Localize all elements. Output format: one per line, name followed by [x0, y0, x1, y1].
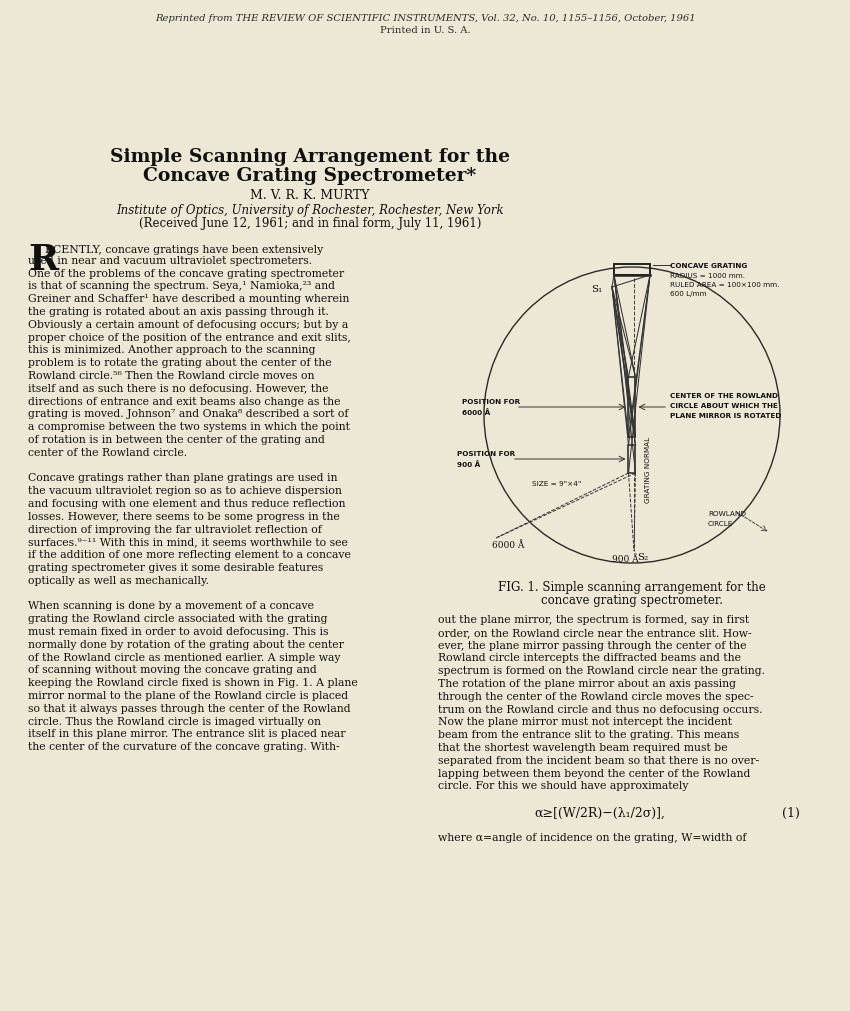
Text: optically as well as mechanically.: optically as well as mechanically.: [28, 576, 209, 585]
Text: the grating is rotated about an axis passing through it.: the grating is rotated about an axis pas…: [28, 307, 329, 317]
Text: 6000 Å: 6000 Å: [462, 409, 490, 416]
Text: POSITION FOR: POSITION FOR: [462, 399, 520, 405]
Text: trum on the Rowland circle and thus no defocusing occurs.: trum on the Rowland circle and thus no d…: [438, 705, 762, 715]
Text: that the shortest wavelength beam required must be: that the shortest wavelength beam requir…: [438, 743, 728, 753]
Text: (1): (1): [782, 807, 800, 820]
Text: mirror normal to the plane of the Rowland circle is placed: mirror normal to the plane of the Rowlan…: [28, 691, 348, 701]
Text: CENTER OF THE ROWLAND: CENTER OF THE ROWLAND: [670, 393, 778, 399]
Text: center of the Rowland circle.: center of the Rowland circle.: [28, 448, 187, 458]
Text: separated from the incident beam so that there is no over-: separated from the incident beam so that…: [438, 756, 759, 765]
Text: Simple Scanning Arrangement for the: Simple Scanning Arrangement for the: [110, 148, 510, 166]
Text: Now the plane mirror must not intercept the incident: Now the plane mirror must not intercept …: [438, 718, 732, 727]
Text: through the center of the Rowland circle moves the spec-: through the center of the Rowland circle…: [438, 692, 754, 702]
Text: grating spectrometer gives it some desirable features: grating spectrometer gives it some desir…: [28, 563, 323, 573]
Text: grating the Rowland circle associated with the grating: grating the Rowland circle associated wi…: [28, 615, 327, 624]
Text: ECENTLY, concave gratings have been extensively: ECENTLY, concave gratings have been exte…: [45, 245, 323, 255]
Text: FIG. 1. Simple scanning arrangement for the: FIG. 1. Simple scanning arrangement for …: [498, 581, 766, 594]
Text: ever, the plane mirror passing through the center of the: ever, the plane mirror passing through t…: [438, 641, 746, 651]
Text: used in near and vacuum ultraviolet spectrometers.: used in near and vacuum ultraviolet spec…: [28, 256, 312, 266]
Text: RADIUS = 1000 mm.: RADIUS = 1000 mm.: [670, 273, 745, 279]
Text: RULED AREA = 100×100 mm.: RULED AREA = 100×100 mm.: [670, 282, 779, 288]
Text: One of the problems of the concave grating spectrometer: One of the problems of the concave grati…: [28, 269, 344, 279]
Text: where α=angle of incidence on the grating, W=width of: where α=angle of incidence on the gratin…: [438, 833, 746, 842]
Text: a compromise between the two systems in which the point: a compromise between the two systems in …: [28, 423, 350, 432]
Text: GRATING NORMAL: GRATING NORMAL: [645, 437, 651, 503]
Text: directions of entrance and exit beams also change as the: directions of entrance and exit beams al…: [28, 396, 341, 406]
Text: concave grating spectrometer.: concave grating spectrometer.: [541, 594, 723, 607]
Text: 900 Å: 900 Å: [612, 555, 638, 564]
Text: itself in this plane mirror. The entrance slit is placed near: itself in this plane mirror. The entranc…: [28, 729, 345, 739]
Text: (Received June 12, 1961; and in final form, July 11, 1961): (Received June 12, 1961; and in final fo…: [139, 217, 481, 229]
Text: Institute of Optics, University of Rochester, Rochester, New York: Institute of Optics, University of Roche…: [116, 204, 504, 217]
Text: this is minimized. Another approach to the scanning: this is minimized. Another approach to t…: [28, 346, 315, 356]
Text: itself and as such there is no defocusing. However, the: itself and as such there is no defocusin…: [28, 384, 328, 394]
Text: so that it always passes through the center of the Rowland: so that it always passes through the cen…: [28, 704, 350, 714]
Text: the vacuum ultraviolet region so as to achieve dispersion: the vacuum ultraviolet region so as to a…: [28, 486, 342, 496]
Text: and focusing with one element and thus reduce reflection: and focusing with one element and thus r…: [28, 499, 345, 509]
Text: spectrum is formed on the Rowland circle near the grating.: spectrum is formed on the Rowland circle…: [438, 666, 765, 676]
Text: Obviously a certain amount of defocusing occurs; but by a: Obviously a certain amount of defocusing…: [28, 319, 348, 330]
Text: PLANE MIRROR IS ROTATED: PLANE MIRROR IS ROTATED: [670, 413, 781, 419]
Text: The rotation of the plane mirror about an axis passing: The rotation of the plane mirror about a…: [438, 679, 736, 690]
Text: beam from the entrance slit to the grating. This means: beam from the entrance slit to the grati…: [438, 730, 740, 740]
Text: problem is to rotate the grating about the center of the: problem is to rotate the grating about t…: [28, 358, 332, 368]
Text: POSITION FOR: POSITION FOR: [457, 451, 515, 457]
Text: grating is moved. Johnson⁷ and Onaka⁸ described a sort of: grating is moved. Johnson⁷ and Onaka⁸ de…: [28, 409, 348, 420]
Text: Rowland circle.⁵⁶ Then the Rowland circle moves on: Rowland circle.⁵⁶ Then the Rowland circl…: [28, 371, 314, 381]
Text: SIZE = 9"×4": SIZE = 9"×4": [532, 481, 581, 487]
Text: α≥[(W/2R)−(λ₁/2σ)],: α≥[(W/2R)−(λ₁/2σ)],: [535, 807, 666, 820]
Text: the center of the curvature of the concave grating. With-: the center of the curvature of the conca…: [28, 742, 340, 752]
Text: CIRCLE: CIRCLE: [708, 521, 734, 527]
Bar: [614, 264, 650, 275]
Text: S₂: S₂: [637, 553, 649, 562]
Text: surfaces.⁹⁻¹¹ With this in mind, it seems worthwhile to see: surfaces.⁹⁻¹¹ With this in mind, it seem…: [28, 538, 348, 547]
Text: must remain fixed in order to avoid defocusing. This is: must remain fixed in order to avoid defo…: [28, 627, 328, 637]
Text: proper choice of the position of the entrance and exit slits,: proper choice of the position of the ent…: [28, 333, 351, 343]
Text: 600 L/mm: 600 L/mm: [670, 291, 706, 297]
Bar: [628, 377, 636, 437]
Text: is that of scanning the spectrum. Seya,¹ Namioka,²³ and: is that of scanning the spectrum. Seya,¹…: [28, 281, 335, 291]
Text: Concave gratings rather than plane gratings are used in: Concave gratings rather than plane grati…: [28, 473, 337, 483]
Text: order, on the Rowland circle near the entrance slit. How-: order, on the Rowland circle near the en…: [438, 628, 751, 638]
Text: Printed in U. S. A.: Printed in U. S. A.: [380, 26, 470, 35]
Text: circle. Thus the Rowland circle is imaged virtually on: circle. Thus the Rowland circle is image…: [28, 717, 321, 727]
Text: keeping the Rowland circle fixed is shown in Fig. 1. A plane: keeping the Rowland circle fixed is show…: [28, 678, 358, 688]
Text: M. V. R. K. MURTY: M. V. R. K. MURTY: [250, 189, 370, 202]
Text: direction of improving the far ultraviolet reflection of: direction of improving the far ultraviol…: [28, 525, 322, 535]
Text: of the Rowland circle as mentioned earlier. A simple way: of the Rowland circle as mentioned earli…: [28, 652, 341, 662]
Text: of scanning without moving the concave grating and: of scanning without moving the concave g…: [28, 665, 317, 675]
Text: normally done by rotation of the grating about the center: normally done by rotation of the grating…: [28, 640, 344, 650]
Text: lapping between them beyond the center of the Rowland: lapping between them beyond the center o…: [438, 768, 751, 778]
Text: ROWLAND: ROWLAND: [708, 511, 746, 517]
Text: Greiner and Schaffer¹ have described a mounting wherein: Greiner and Schaffer¹ have described a m…: [28, 294, 349, 304]
Text: circle. For this we should have approximately: circle. For this we should have approxim…: [438, 782, 688, 792]
Text: CIRCLE ABOUT WHICH THE: CIRCLE ABOUT WHICH THE: [670, 403, 778, 409]
Text: S₁: S₁: [591, 285, 602, 294]
Text: 6000 Å: 6000 Å: [492, 541, 524, 550]
Text: out the plane mirror, the spectrum is formed, say in first: out the plane mirror, the spectrum is fo…: [438, 615, 749, 625]
Text: R: R: [28, 243, 58, 277]
Text: losses. However, there seems to be some progress in the: losses. However, there seems to be some …: [28, 512, 340, 522]
Text: CONCAVE GRATING: CONCAVE GRATING: [670, 263, 747, 269]
Text: Rowland circle intercepts the diffracted beams and the: Rowland circle intercepts the diffracted…: [438, 653, 741, 663]
Text: if the addition of one more reflecting element to a concave: if the addition of one more reflecting e…: [28, 550, 351, 560]
Text: Reprinted from THE REVIEW OF SCIENTIFIC INSTRUMENTS, Vol. 32, No. 10, 1155–1156,: Reprinted from THE REVIEW OF SCIENTIFIC …: [155, 14, 695, 23]
Text: 900 Å: 900 Å: [457, 461, 480, 468]
Bar: [628, 445, 636, 473]
Text: When scanning is done by a movement of a concave: When scanning is done by a movement of a…: [28, 602, 314, 612]
Text: of rotation is in between the center of the grating and: of rotation is in between the center of …: [28, 435, 325, 445]
Text: Concave Grating Spectrometer*: Concave Grating Spectrometer*: [144, 167, 477, 185]
